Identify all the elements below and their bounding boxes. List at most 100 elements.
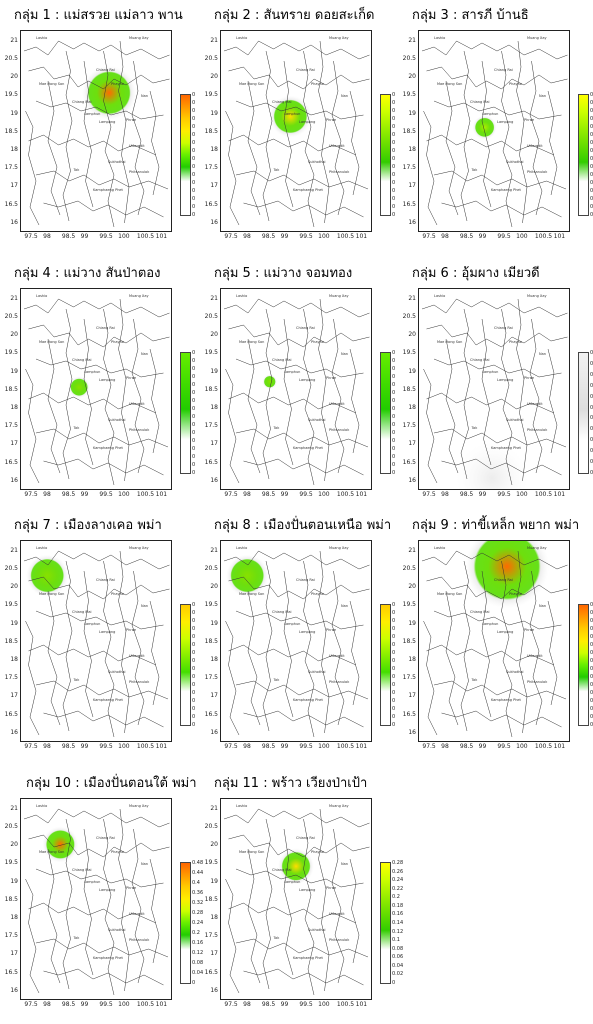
province-border: [62, 308, 73, 480]
colorbar-label: 0.0: [590, 426, 593, 433]
colorbar-label: 0: [192, 454, 196, 460]
place-label: Uttaradit: [129, 654, 145, 658]
x-tick-label: 100: [318, 491, 330, 498]
map-panel-9: กลุ่ม 9 : ท่าขี้เหล็ก พยาก พม่า 21 20.5 20 1…: [398, 514, 593, 764]
y-tick-label: 18.5: [402, 127, 416, 135]
colorbar-label: 0.22: [392, 885, 404, 892]
place-label: Phrae: [126, 118, 136, 122]
place-label: Chiang Rai: [296, 836, 315, 840]
place-label: Lamphun: [84, 370, 100, 374]
province-border: [481, 60, 492, 208]
panel-title: กลุ่ม 5 : แม่วาง จอมทอง: [214, 266, 353, 281]
y-tick-label: 20.5: [4, 313, 18, 321]
place-label: Mae Hong Son: [437, 592, 462, 596]
place-label: Phrae: [126, 886, 136, 890]
colorbar-label: 0.16: [392, 911, 404, 918]
colorbar-label: 0: [590, 124, 593, 130]
province-border: [228, 576, 370, 600]
x-tick-label: 97.5: [224, 233, 238, 240]
concentration-hotspot: [26, 554, 69, 597]
y-tick-label: 17: [210, 440, 218, 448]
colorbar-label: 0: [192, 626, 196, 632]
colorbar-label: 0: [192, 430, 196, 436]
y-tick-label: 20.5: [204, 823, 218, 831]
y-tick-label: 18.5: [204, 895, 218, 903]
province-border: [516, 550, 528, 734]
x-tick-label: 98: [43, 1001, 51, 1008]
colorbar-label: 0: [192, 212, 196, 218]
colorbar-label: 0: [192, 406, 196, 412]
colorbar-label: 0: [590, 148, 593, 154]
place-label: Tak: [73, 426, 81, 430]
place-label: Kamphaeng Phet: [293, 446, 324, 450]
y-tick-label: 21: [10, 294, 18, 302]
colorbar-label: 0: [192, 722, 196, 728]
place-label: Muang Xay: [129, 36, 149, 40]
place-label: Phayao: [111, 592, 124, 596]
place-label: Chiang Rai: [494, 326, 513, 330]
x-tick-label: 100: [516, 743, 528, 750]
colorbar-label: 0.24: [392, 877, 404, 884]
y-tick-label: 20.5: [402, 55, 416, 63]
colorbar-label: 0: [192, 164, 196, 170]
place-label: Phitsanulok: [527, 170, 548, 174]
place-label: Lampang: [497, 120, 513, 124]
y-tick-label: 16: [408, 728, 416, 736]
province-border: [433, 100, 562, 120]
province-border: [283, 828, 294, 976]
province-border: [247, 590, 261, 726]
colorbar-label: 0: [392, 438, 396, 444]
colorbar-label: 0: [590, 682, 593, 688]
colorbar-label: 0.16: [192, 940, 204, 946]
province-border: [35, 680, 169, 700]
colorbar-label: 0: [590, 140, 593, 146]
map-panel-7: กลุ่ม 7 : เมืองลางเคอ พม่า 21 20.5 20 19.5 19…: [0, 514, 196, 764]
province-border: [62, 560, 73, 732]
x-tick-label: 100.5: [534, 491, 553, 498]
concentration-hotspot: [262, 374, 277, 389]
x-tick-label: 99.5: [299, 233, 313, 240]
y-tick-label: 16.5: [204, 968, 218, 976]
x-tick-label: 99.5: [497, 233, 511, 240]
y-tick-label: 21: [408, 36, 416, 44]
colorbar-label: 0: [392, 422, 396, 428]
x-tick-label: 98.5: [61, 1001, 76, 1008]
colorbar-label: 0: [192, 140, 196, 146]
colorbar-label: 0: [192, 398, 196, 404]
colorbar-label: 0: [392, 374, 396, 380]
province-border: [441, 458, 562, 476]
y-tick-label: 16.5: [4, 968, 18, 976]
panel-title: กลุ่ม 1 : แม่สรวย แม่ลาว พาน: [14, 8, 183, 23]
place-label: Tak: [273, 168, 281, 172]
y-tick-label: 16.5: [4, 458, 18, 466]
colorbar-label: 0: [392, 462, 396, 468]
place-label: Uttaradit: [527, 402, 543, 406]
province-border: [433, 428, 567, 448]
panel-title: กลุ่ม 6 : อุ้มผาง เมียวดี: [412, 266, 540, 281]
place-label: Uttaradit: [329, 402, 345, 406]
place-label: Phrae: [126, 376, 136, 380]
y-tick-label: 20.5: [204, 55, 218, 63]
x-tick-label: 99: [280, 233, 289, 240]
x-tick-label: 98.5: [261, 233, 276, 240]
y-tick-label: 19.5: [204, 349, 218, 357]
x-tick-label: 100.5: [336, 1001, 355, 1008]
y-tick-label: 18: [210, 656, 218, 663]
colorbar-label: 0: [192, 698, 196, 704]
colorbar-label: 0: [392, 650, 396, 656]
colorbar-label: 0: [392, 430, 396, 436]
colorbar-label: 0.0: [590, 415, 593, 422]
colorbar-label: 0: [392, 690, 396, 696]
x-tick-label: 100.5: [136, 743, 155, 750]
place-label: Chiang Rai: [296, 68, 315, 72]
colorbar-label: 0: [590, 722, 593, 728]
province-border: [460, 560, 471, 732]
place-label: Lashio: [36, 294, 47, 298]
place-label: Lashio: [236, 804, 247, 808]
y-tick-label: 17: [10, 692, 18, 700]
panel-title: กลุ่ม 3 : สารภี บ้านธิ: [412, 8, 529, 23]
x-tick-label: 99.5: [99, 743, 113, 750]
panel-title: กลุ่ม 9 : ท่าขี้เหล็ก พยาก พม่า: [412, 518, 580, 533]
y-tick-label: 18.5: [4, 127, 18, 135]
colorbar: [578, 352, 589, 474]
